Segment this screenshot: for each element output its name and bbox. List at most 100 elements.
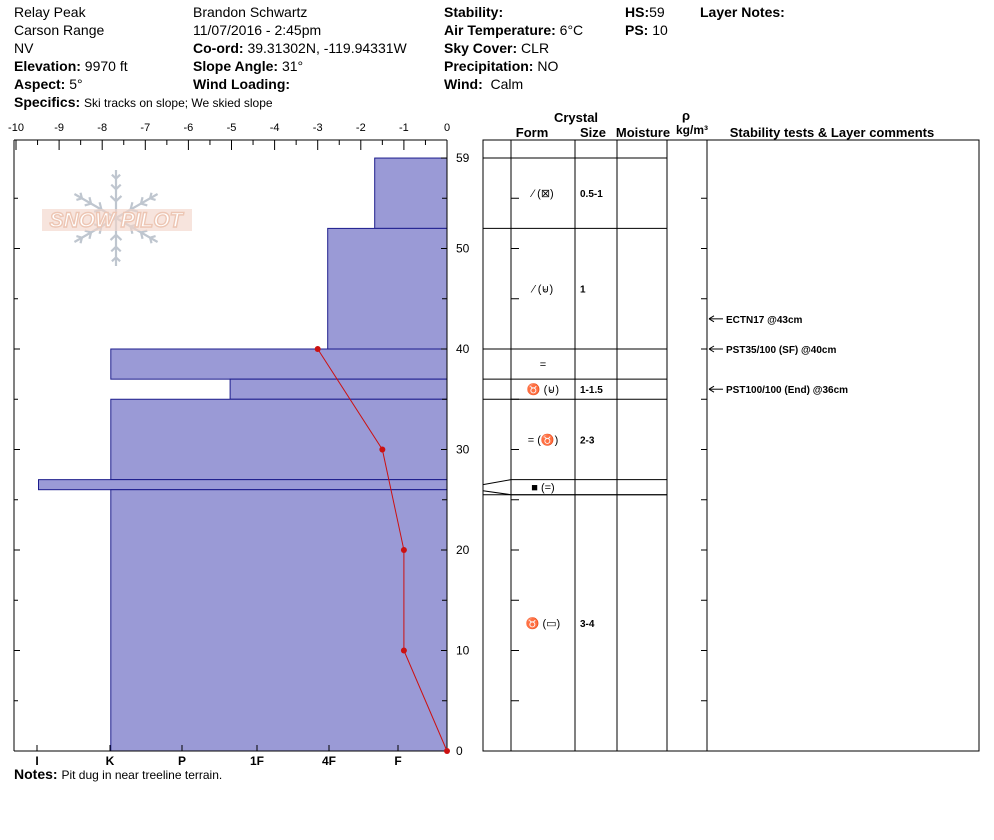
hardness-layer: [110, 348, 448, 380]
snowflake-branch: [115, 246, 122, 253]
temperature-profile: [314, 346, 450, 754]
precip-row: Precipitation: NO: [444, 58, 559, 74]
snowflake-branch: [76, 235, 83, 239]
snowflake-branch: [140, 202, 148, 207]
header-col-1: Relay Peak Carson Range NV Elevation: 99…: [14, 3, 128, 93]
left-height-ticks: [13, 140, 20, 751]
snowflake-branch: [149, 197, 156, 201]
stability-tests: ECTN17 @43cm PST35/100 (SF) @40cm PST100/1…: [708, 315, 848, 396]
hardness-layer: [110, 398, 448, 481]
snowflake-branch: [111, 173, 117, 180]
temp-tick-label: -9: [54, 122, 64, 134]
height-tick-label: 0: [456, 744, 463, 758]
snowflake-branch: [79, 192, 83, 199]
layer-size: 1: [580, 285, 586, 296]
wind-row: Wind: Calm: [444, 76, 524, 92]
layer-size: 3-4: [580, 619, 595, 630]
snowflake-branch: [98, 201, 103, 210]
location-name: Relay Peak: [14, 4, 86, 20]
layer-form: ⁄ (⊌): [530, 284, 553, 296]
hs-row: HS:59: [625, 4, 665, 20]
snowflake-branch: [149, 235, 156, 239]
snowflake-branch: [129, 226, 134, 235]
hardness-layer: [110, 489, 448, 752]
temperature-point: [314, 346, 321, 352]
layer-form: ⁄ (⊠): [529, 188, 553, 200]
sky-row: Sky Cover: CLR: [444, 40, 550, 56]
test-pointer-arrow: [708, 345, 715, 353]
snowflake-branch: [115, 256, 121, 263]
height-tick-label: 20: [456, 543, 470, 557]
logo-text: SNOW PILOT: [50, 209, 185, 232]
stability-test-label: ECTN17 @43cm: [726, 315, 803, 326]
temperature-point: [400, 547, 407, 553]
height-tick-label: 40: [456, 342, 470, 356]
aspect-row: Aspect: 5°: [14, 76, 83, 92]
temp-tick-label: -1: [399, 122, 409, 134]
layer-form: ♉ (▭): [526, 617, 560, 630]
layer-form: ■ (=): [531, 482, 554, 494]
header-col-3: Stability: Air Temperature: 6°C Sky Cove…: [444, 3, 583, 93]
snowflake-branch: [88, 196, 93, 204]
hardness-tick-label: I: [35, 754, 38, 768]
snowflake-branch: [115, 173, 121, 180]
snowflake-branch: [84, 229, 92, 234]
header-col-4: HS:59 PS: 10: [625, 3, 668, 39]
temp-tick-label: -4: [270, 122, 280, 134]
temp-tick-label: -6: [184, 122, 194, 134]
air-temp-row: Air Temperature: 6°C: [444, 22, 584, 38]
test-pointer-arrow: [708, 315, 715, 323]
observer-name: Brandon Schwartz: [193, 4, 308, 20]
height-axis: 59 50 40 30 20 10 0: [441, 140, 470, 758]
logo-band: [42, 209, 192, 231]
notes-row: Notes: Pit dug in near treeline terrain.: [14, 766, 223, 782]
snowflake-branch: [130, 208, 139, 213]
rho-header: ρ: [682, 108, 690, 123]
layer-boundary: [482, 490, 667, 496]
temperature-point: [379, 446, 386, 453]
table-frame: [482, 139, 980, 752]
snowflake-branch: [76, 197, 83, 201]
stability-test-label: PST100/100 (End) @36cm: [726, 385, 848, 396]
snowflake-branch: [149, 237, 153, 244]
temperature-point: [444, 748, 450, 754]
state-name: NV: [14, 40, 34, 56]
hardness-axis: I K P 1F 4F F: [14, 745, 447, 768]
snowflake-branch: [79, 237, 83, 244]
height-tick-label: 30: [456, 443, 470, 457]
snowflake-branch: [130, 223, 139, 228]
density-unit-header: kg/m³: [676, 123, 708, 137]
temp-tick-label: 0: [444, 122, 450, 134]
test-pointer-arrow: [708, 385, 715, 393]
table-height-ticks: [511, 197, 707, 702]
snowflake-branch: [129, 201, 134, 210]
snowflake-branch: [109, 234, 117, 241]
layer-size: 0.5-1: [580, 189, 603, 200]
snowflake-branch: [139, 232, 144, 240]
coord-row: Co-ord: 39.31302N, -119.94331W: [193, 40, 407, 56]
hardness-layer: [327, 227, 448, 350]
stability-test-label: PST35/100 (SF) @40cm: [726, 345, 836, 356]
snowflake-branch: [149, 192, 153, 199]
hardness-tick-label: 1F: [250, 754, 264, 768]
size-header: Size: [580, 125, 606, 140]
temp-tick-label: -5: [227, 122, 237, 134]
layer-boundary: [482, 479, 667, 486]
hardness-tick-label: P: [178, 754, 186, 768]
layer-table: Crystal Form Size Moisture ρ kg/m³ Stabi…: [482, 108, 980, 752]
temp-tick-label: -3: [313, 122, 323, 134]
header-col-2: Brandon Schwartz 11/07/2016 - 2:45pm Co-…: [193, 3, 407, 93]
layer-form: =: [540, 359, 546, 371]
hardness-tick-label: K: [106, 754, 115, 768]
snowflake-branch: [109, 195, 117, 202]
snowflake-branch: [110, 183, 117, 190]
observation-datetime: 11/07/2016 - 2:45pm: [193, 22, 322, 38]
specifics-row: Specifics: Ski tracks on slope; We skied…: [14, 94, 273, 110]
wind-loading-row: Wind Loading:: [193, 76, 291, 92]
snowpilot-logo: SNOW PILOT: [42, 170, 192, 266]
comments-header: Stability tests & Layer comments: [730, 125, 934, 140]
snowflake-branch: [88, 232, 93, 240]
height-tick-label: 50: [456, 242, 470, 256]
layer-size: 1-1.5: [580, 385, 603, 396]
snowflake-branch: [115, 195, 123, 202]
